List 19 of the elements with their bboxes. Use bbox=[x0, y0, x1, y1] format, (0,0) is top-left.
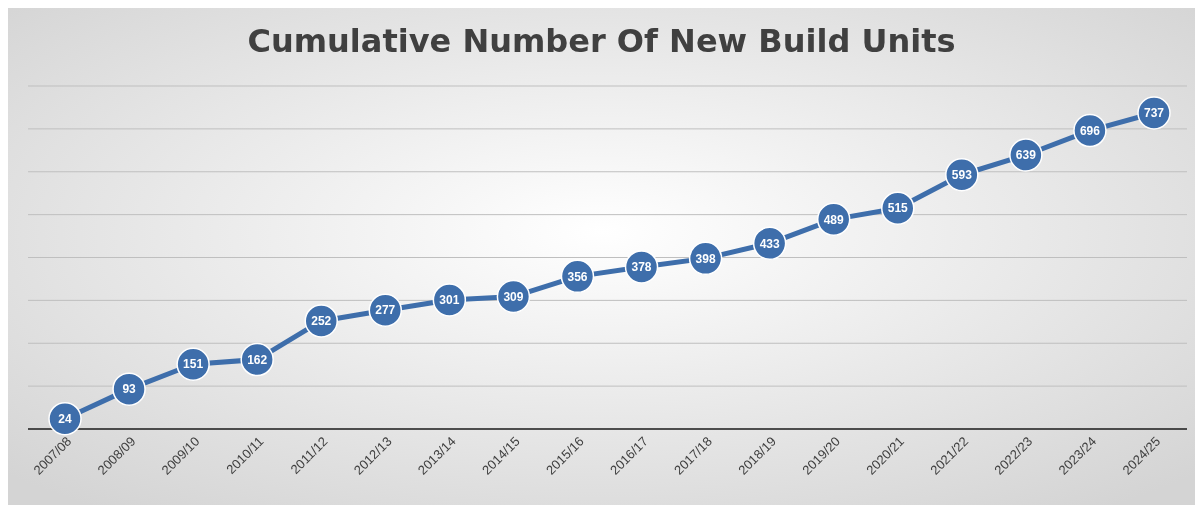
data-label: 252 bbox=[311, 314, 332, 329]
data-label: 398 bbox=[695, 251, 716, 266]
chart-title: Cumulative Number Of New Build Units bbox=[247, 22, 956, 60]
data-label: 378 bbox=[631, 260, 652, 275]
data-label: 162 bbox=[247, 352, 268, 367]
data-label: 309 bbox=[503, 289, 524, 304]
data-label: 593 bbox=[951, 167, 973, 182]
data-label: 151 bbox=[183, 357, 204, 372]
data-label: 737 bbox=[1143, 106, 1165, 121]
data-label: 639 bbox=[1015, 148, 1037, 163]
data-label: 489 bbox=[823, 212, 845, 227]
data-label: 301 bbox=[439, 293, 460, 308]
data-label: 356 bbox=[567, 269, 588, 284]
data-label: 696 bbox=[1079, 123, 1101, 138]
data-label: 433 bbox=[759, 236, 780, 251]
data-label: 515 bbox=[887, 201, 909, 216]
data-label: 93 bbox=[122, 382, 137, 397]
data-label: 24 bbox=[58, 411, 72, 426]
data-label: 277 bbox=[375, 303, 396, 318]
